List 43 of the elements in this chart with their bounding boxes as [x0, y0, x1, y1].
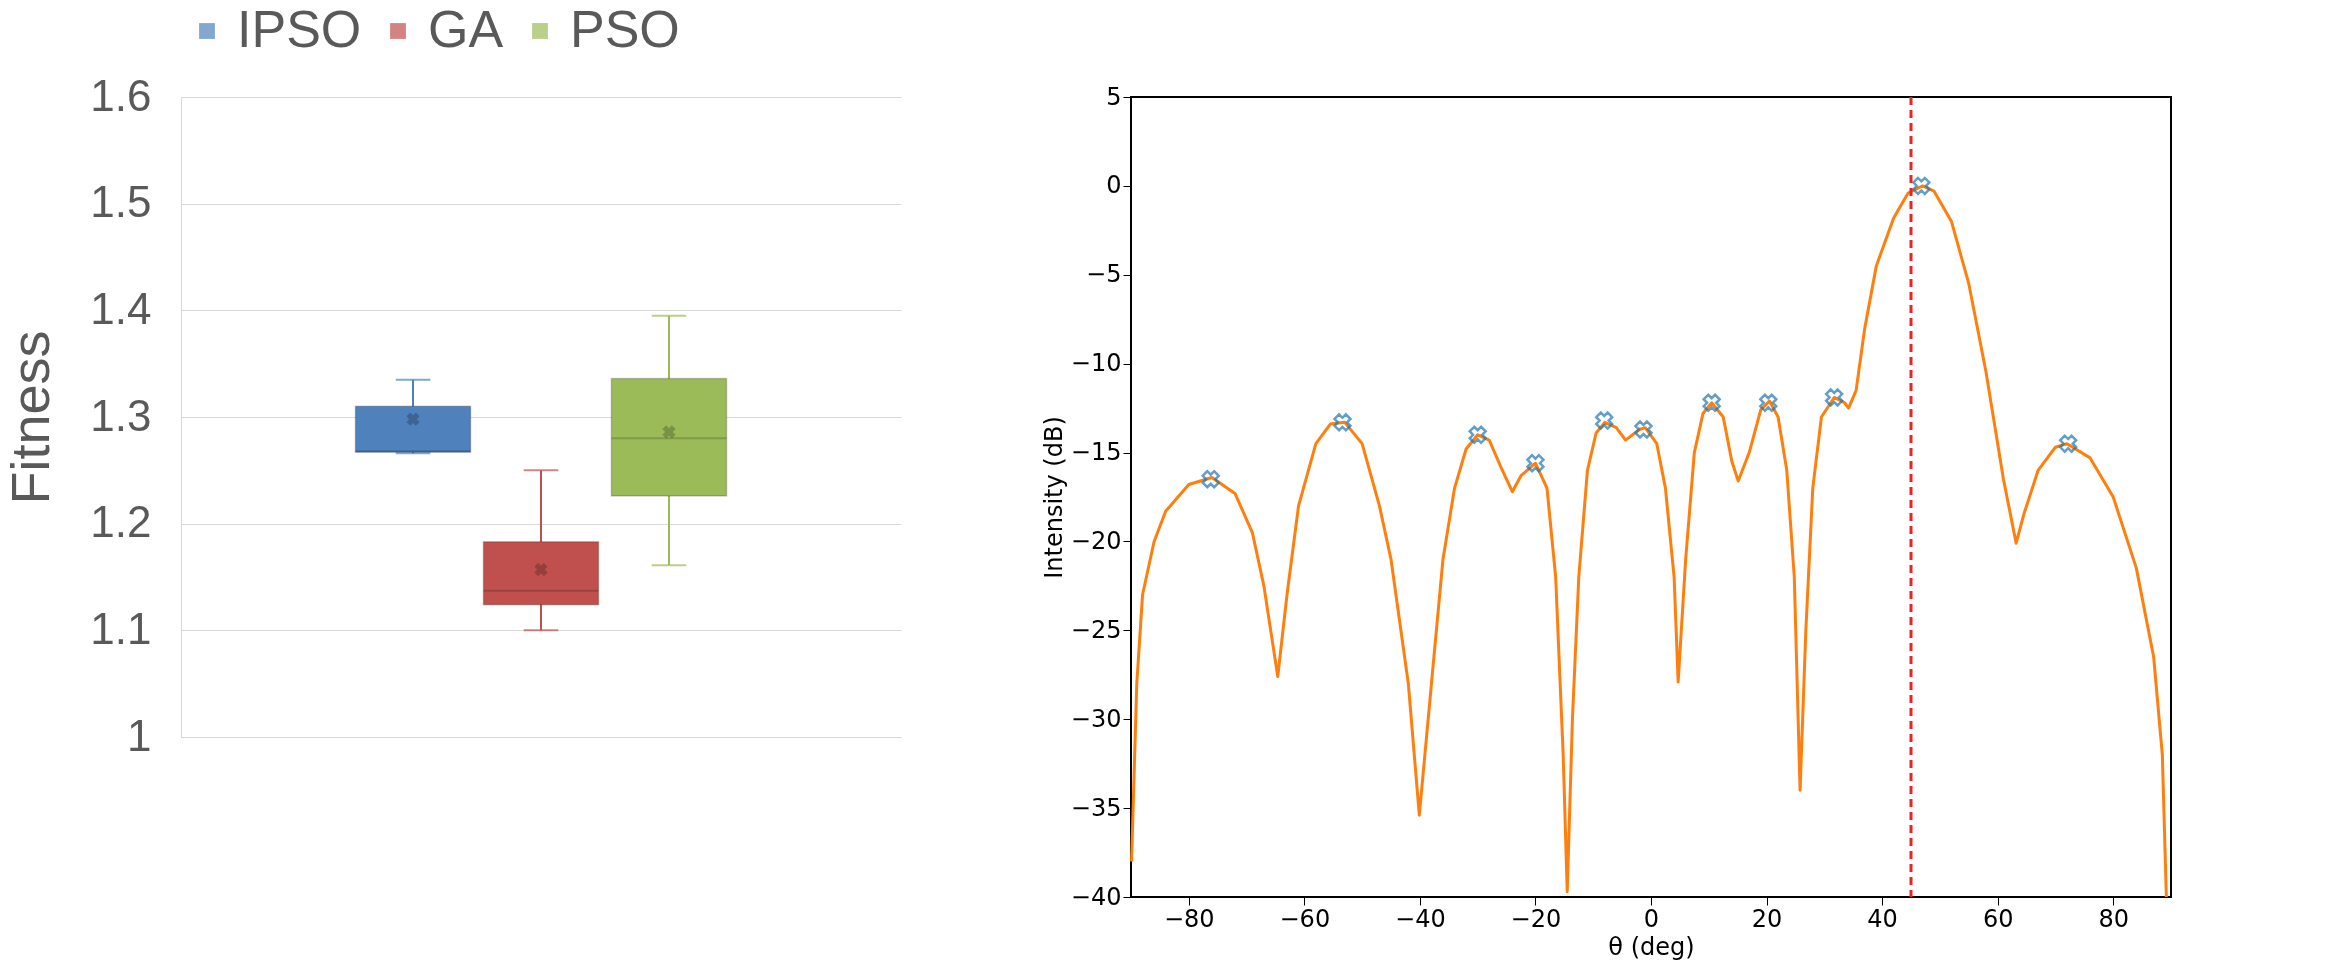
y-tick-label: −15 — [1070, 438, 1122, 467]
point — [1702, 393, 1721, 413]
point — [1759, 393, 1778, 413]
y-tick-label: 1 — [127, 710, 152, 760]
y-tick-label: −30 — [1070, 704, 1122, 733]
point — [1824, 388, 1844, 407]
y-tick-label: 1.2 — [90, 497, 152, 547]
y-tick-label: 1.6 — [90, 70, 152, 120]
y-axis-title: Intensity (dB) — [1039, 416, 1068, 579]
point — [1526, 453, 1545, 473]
x-tick-label: 40 — [1867, 904, 1898, 933]
x-tick-label: 20 — [1751, 904, 1783, 933]
x-tick-label: −60 — [1279, 904, 1331, 933]
y-axis-title: Fitness — [0, 330, 61, 505]
y-tick-label: 1.3 — [90, 390, 152, 440]
y-tick-label: 1.4 — [90, 283, 152, 333]
x-tick-label: −80 — [1163, 904, 1215, 933]
y-tick-label: 0 — [1106, 171, 1122, 200]
x-tick-label: −20 — [1510, 904, 1562, 933]
point — [1333, 413, 1352, 432]
point — [1468, 425, 1487, 445]
y-tick-label: −35 — [1070, 793, 1122, 822]
point — [1634, 420, 1653, 439]
y-tick-label: −20 — [1070, 526, 1122, 555]
y-tick-label: 5 — [1106, 82, 1122, 111]
x-tick-label: 0 — [1643, 904, 1660, 933]
x-axis-title: θ (deg) — [1608, 932, 1695, 961]
x-tick-label: 60 — [1982, 904, 2014, 933]
y-tick-label: −25 — [1070, 615, 1122, 644]
point — [2058, 434, 2078, 453]
legend-label: IPSO — [237, 0, 362, 58]
point — [1594, 411, 1614, 430]
y-tick-label: −5 — [1086, 260, 1122, 289]
x-tick-label: −40 — [1395, 904, 1446, 933]
legend-label: PSO — [570, 0, 680, 58]
point — [1201, 469, 1220, 489]
y-tick-label: −40 — [1070, 882, 1122, 911]
x-tick-label: 80 — [2098, 904, 2129, 933]
y-tick-label: 1.1 — [90, 603, 152, 653]
y-tick-label: −10 — [1070, 349, 1122, 378]
point — [1912, 176, 1931, 196]
y-tick-label: 1.5 — [90, 177, 152, 227]
legend-label: GA — [428, 0, 504, 58]
